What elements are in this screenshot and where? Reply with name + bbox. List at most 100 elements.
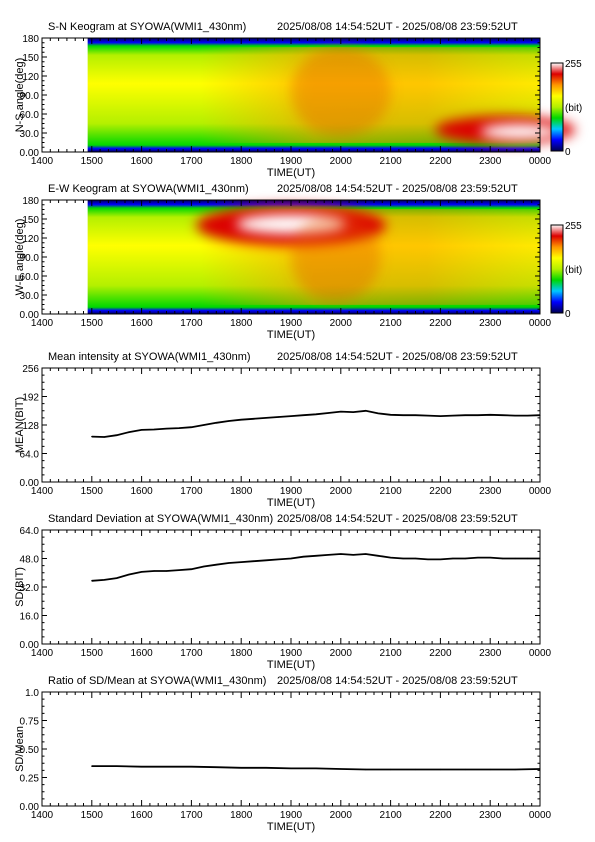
data-point	[116, 765, 118, 767]
y-tick-label: 32.0	[20, 583, 40, 594]
data-point	[514, 768, 516, 771]
data-point	[240, 561, 242, 563]
colorbar	[550, 62, 564, 152]
x-tick-label: 2200	[429, 648, 452, 659]
data-point	[265, 559, 267, 561]
x-tick-label: 2300	[479, 318, 502, 329]
data-point	[365, 410, 367, 412]
data-point	[439, 558, 441, 560]
data-point	[228, 420, 230, 422]
data-point	[141, 571, 143, 573]
data-point	[190, 766, 192, 768]
x-tick-label: 2000	[330, 810, 353, 821]
data-point	[215, 564, 217, 566]
data-point	[439, 415, 441, 417]
data-point	[414, 414, 417, 416]
data-point	[502, 414, 504, 416]
x-tick-label: 2300	[479, 486, 502, 497]
data-point	[452, 415, 454, 417]
data-point	[539, 414, 541, 416]
y-tick-label: 0.00	[20, 148, 40, 159]
x-tick-label: 2300	[479, 810, 502, 821]
x-tick-label: 2200	[429, 156, 452, 167]
y-axis-label: SD(BIT)	[14, 567, 26, 607]
plot-frame	[41, 529, 541, 645]
y-tick-label: 180	[22, 34, 39, 45]
data-point	[427, 415, 429, 417]
data-point	[402, 557, 404, 560]
sn-keogram-heatmap: 255 (bit) 0	[41, 37, 582, 158]
y-tick-label: 180	[22, 196, 39, 207]
chart-title: S-N Keogram at SYOWA(WMI1_430nm)	[48, 21, 246, 33]
y-tick-label: 0.00	[20, 802, 40, 813]
y-axis-label: MEAN(BIT)	[14, 397, 26, 453]
data-point	[327, 412, 329, 414]
x-tick-label: 1500	[81, 810, 104, 821]
x-tick-label: 2100	[379, 318, 402, 329]
sd-mean-ratio-panel: Ratio of SD/Mean at SYOWA(WMI1_430nm) 202…	[14, 675, 552, 833]
x-tick-label: 0000	[529, 648, 552, 659]
data-point	[439, 768, 441, 771]
x-tick-label: 1500	[81, 156, 104, 167]
x-tick-label: 1700	[180, 486, 203, 497]
data-point	[464, 557, 466, 560]
chart-period: 2025/08/08 14:54:52UT - 2025/08/08 23:59…	[277, 675, 518, 687]
x-tick-label: 2200	[429, 810, 452, 821]
data-point	[315, 767, 317, 769]
data-point	[178, 427, 180, 429]
y-tick-label: 0.75	[20, 717, 40, 728]
data-point	[514, 415, 516, 417]
data-point	[290, 415, 292, 417]
colorbar-max-label: 255	[565, 59, 582, 70]
data-point	[340, 553, 342, 555]
x-axis-label: TIME(UT)	[267, 497, 315, 509]
y-axis-label: N-S angle(deg)	[14, 58, 26, 133]
data-point	[240, 419, 242, 421]
x-tick-label: 2100	[379, 156, 402, 167]
data-point	[315, 413, 317, 415]
data-point	[141, 429, 143, 431]
x-tick-label: 2000	[330, 156, 353, 167]
data-point	[315, 555, 317, 557]
data-point	[377, 555, 379, 557]
x-tick-label: 1900	[280, 486, 303, 497]
data-point	[390, 557, 392, 559]
y-tick-label: 30.0	[20, 291, 40, 302]
data-point	[290, 557, 292, 560]
data-point	[340, 411, 342, 413]
chart-title: Ratio of SD/Mean at SYOWA(WMI1_430nm)	[48, 675, 266, 687]
y-tick-label: 0.00	[20, 640, 40, 651]
x-axis-label: TIME(UT)	[267, 821, 315, 833]
x-tick-label: 0000	[529, 486, 552, 497]
x-tick-label: 2100	[379, 486, 402, 497]
data-point	[277, 558, 280, 560]
data-point	[116, 434, 118, 436]
x-tick-label: 2200	[429, 486, 452, 497]
data-point	[489, 414, 491, 416]
y-tick-label: 30.0	[20, 129, 40, 140]
y-tick-label: 256	[22, 364, 39, 375]
colorbar-min-label: 0	[565, 309, 571, 320]
y-tick-label: 90.0	[20, 253, 40, 264]
chart-period: 2025/08/08 14:54:52UT - 2025/08/08 23:59…	[277, 183, 518, 195]
data-point	[352, 411, 354, 413]
x-axis-label: TIME(UT)	[267, 329, 315, 341]
y-tick-label: 120	[22, 72, 39, 83]
y-tick-label: 0.25	[20, 774, 40, 785]
plot-frame	[41, 367, 541, 483]
data-point	[165, 570, 168, 572]
ew-keogram-heatmap: 255 (bit) 0	[41, 199, 582, 320]
data-point	[228, 562, 230, 564]
y-tick-label: 120	[22, 234, 39, 245]
data-point	[302, 556, 305, 558]
x-tick-label: 1500	[81, 318, 104, 329]
x-tick-label: 1700	[180, 156, 203, 167]
data-point	[190, 426, 192, 428]
y-axis-label: W-E angle(deg)	[14, 219, 26, 296]
data-point	[452, 557, 454, 560]
chart-period: 2025/08/08 14:54:52UT - 2025/08/08 23:59…	[277, 513, 518, 525]
series-line	[91, 553, 540, 582]
data-point	[464, 414, 466, 416]
y-tick-label: 0.50	[20, 745, 40, 756]
